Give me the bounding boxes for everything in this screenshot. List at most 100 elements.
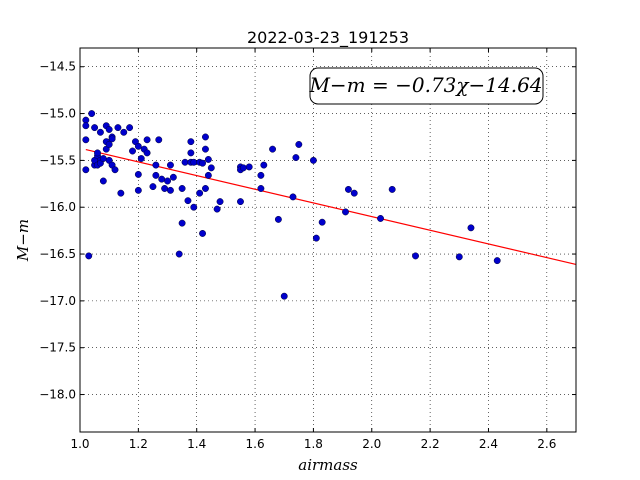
annotation-box: [309, 67, 544, 105]
data-point: [202, 133, 209, 141]
x-tick-label: 2.4: [479, 437, 498, 451]
data-point: [164, 177, 171, 185]
data-point: [152, 171, 160, 179]
data-point: [344, 185, 352, 193]
plot-frame: [79, 47, 577, 433]
axis-ticks: 1.0 1.2 1.4 1.6 1.8 2.0 2.2 2.4 2.6 −14.5 −15.0 −15…: [39, 48, 576, 451]
data-point: [216, 198, 224, 206]
x-tick-label: 1.8: [304, 437, 323, 451]
data-point: [342, 208, 349, 216]
data-point: [187, 149, 195, 157]
data-point: [166, 186, 174, 194]
data-point: [204, 171, 212, 179]
fit-line: [85, 148, 577, 266]
data-point: [134, 142, 142, 150]
x-tick-label: 1.4: [187, 437, 206, 451]
data-point: [184, 197, 192, 205]
data-point: [126, 124, 134, 132]
data-point: [143, 136, 151, 144]
data-point: [388, 185, 396, 193]
data-point: [213, 205, 221, 213]
x-tick-label: 1.0: [70, 437, 89, 451]
grid: [79, 48, 576, 432]
data-point: [289, 193, 297, 201]
y-tick-label: −17.0: [39, 294, 76, 308]
data-point: [108, 135, 116, 143]
data-point: [82, 166, 90, 174]
data-point: [82, 122, 90, 130]
data-point: [114, 124, 122, 132]
data-point: [257, 185, 265, 192]
data-point: [455, 253, 463, 261]
data-point: [99, 155, 107, 162]
data-point: [467, 224, 475, 232]
data-point: [99, 177, 107, 185]
chart-title: 2022-03-23_191253: [247, 28, 409, 48]
fit-line-layer: [85, 148, 577, 266]
data-point: [204, 156, 212, 163]
y-tick-label: −15.5: [39, 153, 76, 167]
data-point: [181, 158, 189, 166]
x-tick-label: 1.6: [246, 437, 265, 451]
data-point: [166, 161, 174, 169]
data-point: [94, 149, 101, 157]
data-point: [169, 173, 177, 181]
data-point: [295, 141, 303, 148]
data-point: [161, 185, 169, 192]
fit-annotation: M−m = −0.73χ−14.64: [308, 67, 544, 105]
data-point: [318, 218, 326, 226]
data-point: [111, 166, 119, 174]
data-point: [178, 219, 186, 227]
data-point: [202, 145, 209, 153]
data-point: [269, 145, 277, 153]
data-point: [350, 189, 358, 197]
data-point: [274, 215, 282, 223]
data-point: [199, 229, 206, 237]
data-point: [149, 183, 157, 191]
data-point: [187, 138, 195, 146]
data-point: [309, 156, 317, 164]
y-tick-label: −15.0: [39, 107, 76, 121]
data-point: [260, 161, 268, 169]
data-point: [143, 149, 151, 157]
x-tick-label: 2.0: [362, 437, 381, 451]
x-tick-label: 2.2: [421, 437, 440, 451]
data-point: [207, 164, 215, 172]
data-point: [199, 159, 206, 167]
data-point: [134, 170, 142, 178]
x-tick-label: 1.2: [129, 437, 148, 451]
y-axis-label: M−m: [14, 219, 32, 262]
data-point: [158, 175, 166, 183]
y-tick-label: −16.5: [39, 247, 76, 261]
data-point: [257, 171, 265, 179]
data-point: [120, 128, 128, 136]
data-point: [245, 163, 253, 171]
data-point: [292, 154, 300, 162]
data-points: [82, 110, 501, 300]
y-tick-label: −18.0: [39, 388, 76, 402]
data-point: [105, 126, 113, 133]
data-point: [312, 234, 320, 242]
data-point: [82, 136, 90, 144]
data-point: [117, 189, 125, 197]
data-point: [134, 186, 142, 194]
data-point: [96, 128, 104, 136]
x-tick-label: 2.6: [537, 437, 556, 451]
data-point: [85, 252, 93, 260]
data-point: [155, 136, 163, 144]
data-point: [280, 292, 288, 300]
data-point: [137, 155, 145, 162]
data-point: [202, 185, 209, 192]
x-axis-label: airmass: [298, 456, 358, 474]
fit-equation: M−m = −0.73χ−14.64: [308, 73, 542, 97]
data-point: [237, 198, 244, 206]
data-point: [190, 203, 198, 211]
data-point: [88, 110, 96, 118]
data-point: [196, 189, 204, 197]
data-point: [91, 124, 99, 132]
data-point: [412, 252, 419, 260]
y-tick-label: −17.5: [39, 341, 76, 355]
data-point: [239, 164, 247, 172]
y-tick-label: −14.5: [39, 60, 76, 74]
